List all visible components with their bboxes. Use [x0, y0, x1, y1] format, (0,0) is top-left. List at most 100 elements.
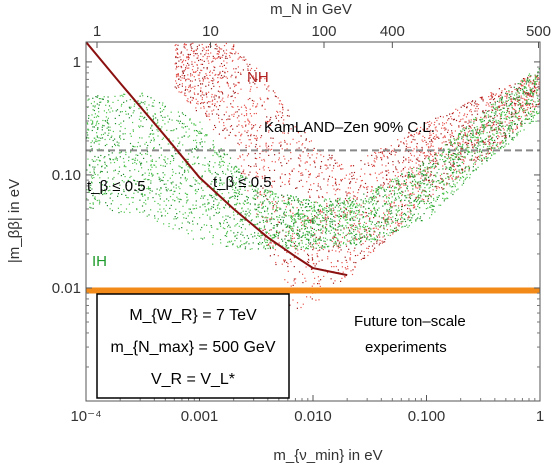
scatter-point: [446, 183, 448, 185]
scatter-point: [170, 111, 172, 113]
scatter-point: [401, 183, 403, 185]
scatter-point: [234, 53, 236, 55]
scatter-point: [229, 52, 231, 54]
scatter-point: [397, 160, 399, 162]
scatter-point: [210, 208, 212, 210]
scatter-point: [326, 203, 328, 205]
scatter-point: [302, 216, 304, 218]
scatter-point: [386, 229, 388, 231]
scatter-point: [167, 121, 169, 123]
scatter-point: [318, 175, 320, 177]
scatter-point: [206, 134, 208, 136]
scatter-point: [233, 192, 235, 194]
scatter-point: [86, 189, 88, 191]
scatter-point: [375, 225, 377, 227]
scatter-point: [199, 121, 201, 123]
scatter-point: [178, 201, 180, 203]
scatter-point: [118, 142, 120, 144]
scatter-point: [532, 93, 534, 95]
scatter-point: [278, 157, 280, 159]
scatter-point: [523, 112, 525, 114]
scatter-point: [492, 93, 494, 95]
scatter-point: [125, 208, 128, 210]
scatter-point: [94, 155, 96, 158]
scatter-point: [383, 200, 385, 202]
scatter-point: [429, 175, 431, 177]
scatter-point: [206, 102, 208, 104]
scatter-point: [139, 161, 141, 163]
scatter-point: [412, 185, 414, 187]
scatter-point: [307, 221, 309, 223]
scatter-point: [319, 285, 321, 287]
scatter-point: [282, 104, 284, 106]
scatter-point: [442, 124, 444, 126]
scatter-point: [434, 152, 436, 154]
scatter-point: [272, 234, 274, 236]
scatter-point: [345, 234, 347, 237]
scatter-point: [289, 225, 291, 227]
scatter-point: [390, 210, 392, 212]
scatter-point: [498, 95, 500, 98]
scatter-point: [499, 128, 501, 130]
scatter-point: [434, 186, 436, 188]
scatter-point: [533, 79, 535, 81]
scatter-point: [319, 212, 321, 214]
scatter-point: [422, 129, 425, 131]
scatter-point: [330, 213, 332, 215]
scatter-point: [349, 233, 351, 235]
scatter-point: [184, 69, 186, 71]
scatter-point: [458, 138, 460, 140]
scatter-point: [492, 105, 494, 108]
scatter-point: [239, 139, 241, 141]
scatter-point: [347, 265, 349, 268]
scatter-point: [497, 135, 499, 137]
scatter-point: [305, 202, 307, 204]
scatter-point: [481, 121, 483, 123]
scatter-point: [466, 138, 468, 140]
scatter-point: [450, 154, 452, 156]
scatter-point: [482, 146, 485, 148]
scatter-point: [202, 55, 204, 58]
scatter-point: [516, 98, 518, 101]
scatter-point: [517, 117, 519, 119]
scatter-point: [300, 135, 302, 137]
scatter-point: [419, 168, 421, 171]
scatter-point: [180, 79, 182, 81]
scatter-point: [434, 138, 436, 140]
scatter-point: [429, 129, 431, 131]
scatter-point: [350, 239, 352, 242]
scatter-point: [241, 231, 243, 233]
scatter-point: [358, 223, 360, 225]
scatter-point: [501, 145, 503, 148]
scatter-point: [405, 148, 407, 150]
scatter-point: [358, 212, 360, 214]
scatter-point: [198, 163, 200, 165]
scatter-point: [518, 115, 520, 117]
scatter-point: [401, 208, 403, 211]
scatter-point: [504, 145, 506, 147]
scatter-point: [104, 193, 106, 195]
scatter-point: [445, 184, 448, 186]
scatter-point: [416, 182, 418, 184]
scatter-point: [418, 160, 420, 162]
scatter-point: [419, 154, 421, 156]
scatter-point: [318, 238, 320, 240]
scatter-point: [506, 95, 508, 97]
scatter-point: [220, 74, 223, 77]
scatter-point: [492, 121, 494, 123]
scatter-point: [481, 96, 483, 98]
scatter-point: [417, 173, 419, 175]
scatter-point: [245, 216, 247, 218]
scatter-point: [305, 168, 307, 171]
scatter-point: [220, 242, 222, 244]
scatter-point: [343, 203, 345, 205]
scatter-point: [236, 234, 238, 236]
scatter-point: [517, 100, 519, 102]
scatter-point: [520, 88, 522, 90]
scatter-point: [175, 82, 178, 84]
scatter-point: [309, 196, 311, 198]
scatter-point: [186, 178, 188, 180]
scatter-point: [504, 95, 506, 97]
scatter-point: [237, 106, 239, 108]
scatter-point: [337, 188, 339, 190]
